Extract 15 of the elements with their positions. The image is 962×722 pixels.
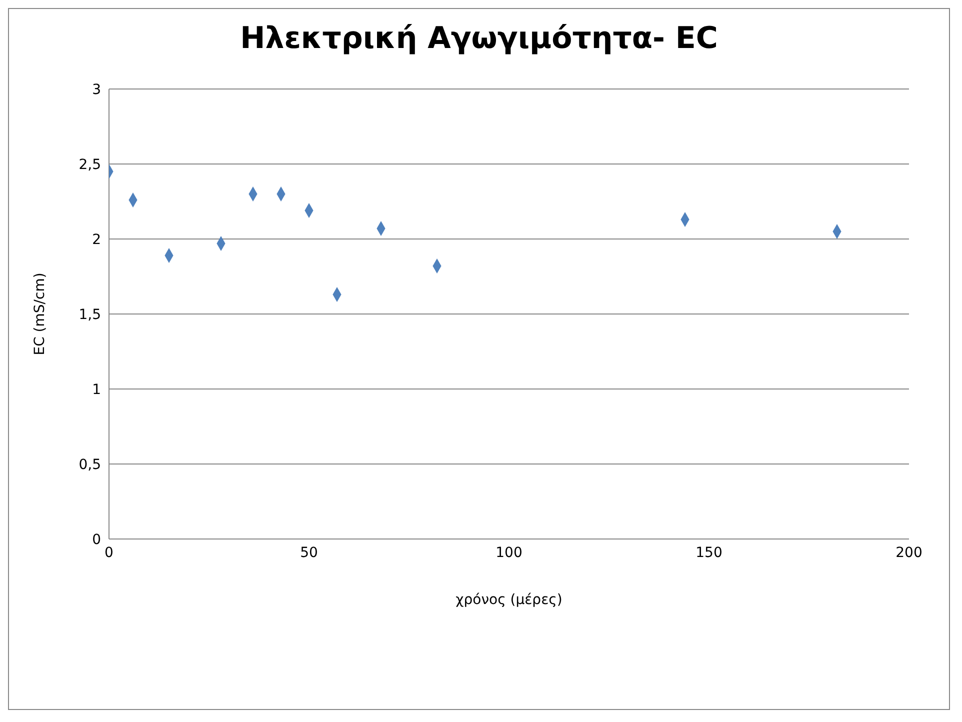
chart-title: Ηλεκτρική Αγωγιμότητα- EC	[239, 21, 719, 56]
x-tick-label: 150	[696, 544, 722, 561]
y-tick-label: 3	[92, 82, 101, 98]
y-tick-label: 0,5	[78, 456, 101, 473]
y-tick-label: 1,5	[78, 306, 101, 323]
y-axis-title: EC (mS/cm)	[32, 272, 48, 356]
y-tick-label: 1	[92, 382, 101, 398]
x-tick-label: 0	[104, 544, 114, 561]
x-axis-title: χρόνος (μέρες)	[456, 592, 562, 608]
y-tick-label: 2	[92, 232, 101, 248]
x-tick-label: 50	[300, 544, 318, 561]
y-tick-label: 0	[92, 532, 101, 548]
x-tick-label: 200	[896, 544, 922, 561]
x-tick-label: 100	[496, 544, 522, 561]
y-tick-label: 2,5	[78, 156, 101, 173]
